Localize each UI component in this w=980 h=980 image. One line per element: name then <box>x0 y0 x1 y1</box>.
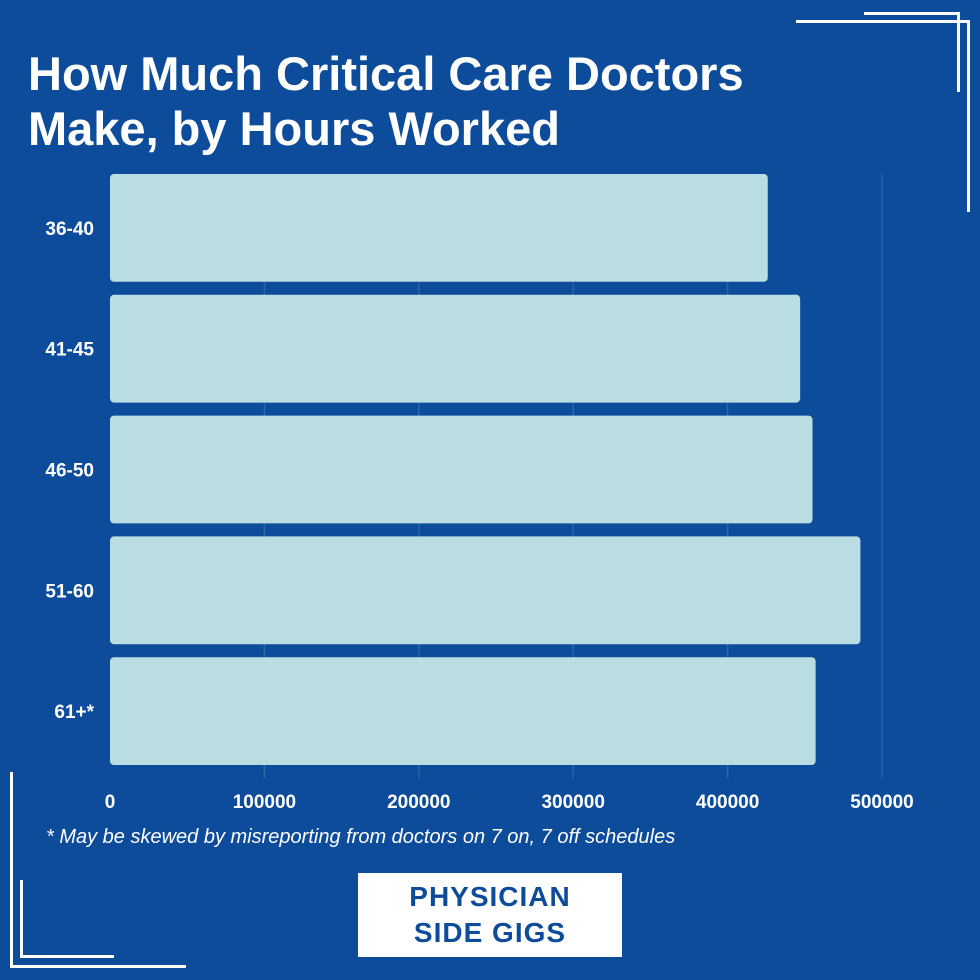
bar-51-60 <box>110 536 861 645</box>
bar-36-40 <box>110 174 768 282</box>
footnote: * May be skewed by misreporting from doc… <box>46 826 676 848</box>
y-tick-label: 41-45 <box>45 340 94 361</box>
x-tick-label: 300000 <box>541 792 604 813</box>
y-tick-label: 51-60 <box>45 581 94 602</box>
x-tick-label: 400000 <box>696 792 759 813</box>
brand-logo: PHYSICIAN SIDE GIGS <box>358 873 622 957</box>
brand-logo-line-2: SIDE GIGS <box>413 917 567 948</box>
bar-61 <box>110 657 816 765</box>
chart-title: How Much Critical Care Doctors Make, by … <box>28 46 928 156</box>
bar-46-50 <box>110 415 813 524</box>
frame-corner-bottom-left-inner-h <box>20 955 114 958</box>
frame-corner-top-right-inner-v <box>957 12 960 92</box>
x-tick-label: 100000 <box>233 792 296 813</box>
bar-chart: 0 100000 200000 300000 400000 500000 36-40 41-4… <box>45 174 914 813</box>
y-tick-label: 61+* <box>54 702 94 723</box>
frame-corner-top-right-outer-v <box>967 20 970 212</box>
x-tick-label: 500000 <box>850 792 913 813</box>
frame-corner-bottom-left-inner-v <box>20 880 23 958</box>
x-tick-label: 0 <box>105 792 116 813</box>
y-tick-label: 36-40 <box>45 219 94 240</box>
brand-logo-line-1: PHYSICIAN <box>409 881 571 912</box>
x-tick-label: 200000 <box>387 792 450 813</box>
bar-41-45 <box>110 294 801 403</box>
chart-title-line-1: How Much Critical Care Doctors <box>28 47 744 100</box>
frame-corner-bottom-left-outer-v <box>10 772 13 968</box>
frame-corner-top-right-inner-h <box>864 12 960 15</box>
chart-title-line-2: Make, by Hours Worked <box>28 102 560 155</box>
frame-corner-bottom-left-outer-h <box>10 965 186 968</box>
y-tick-label: 46-50 <box>45 461 94 482</box>
frame-corner-top-right-outer-h <box>796 20 970 23</box>
